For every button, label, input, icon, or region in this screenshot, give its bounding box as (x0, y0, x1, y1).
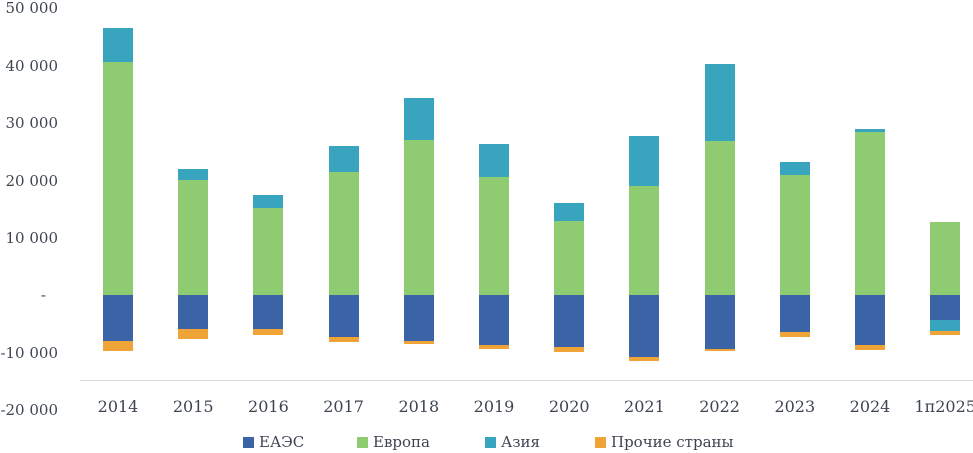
bar-segment-aziya-2020 (554, 202, 585, 221)
bar-segment-prochie-2018 (403, 341, 434, 344)
bar-segment-aziya-2018 (403, 98, 434, 140)
bar-segment-prochie-2014 (103, 341, 133, 351)
bar-segment-prochie-2015 (178, 328, 209, 339)
bar-segment-eaes-2022 (704, 295, 735, 349)
legend-label: Прочие страны (611, 433, 734, 451)
bar-segment-prochie-2021 (629, 357, 660, 362)
bar-segment-eaes-2015 (178, 295, 209, 329)
x-axis-label-2014: 2014 (97, 397, 139, 416)
bar-segment-prochie-2017 (328, 336, 359, 343)
bar-segment-evropa-2021 (629, 185, 660, 296)
bar-segment-evropa-2015 (178, 179, 209, 296)
bar-segment-aziya-2015 (178, 169, 209, 180)
x-axis-label-2017: 2017 (323, 397, 364, 416)
bar-segment-prochie-2016 (253, 329, 284, 336)
bar-segment-prochie-2023 (779, 332, 810, 338)
legend-swatch-icon (357, 436, 368, 448)
bar-segment-evropa-1п2025 (930, 222, 961, 296)
y-tick-label: 10 000 (5, 228, 59, 247)
bar-segment-evropa-2020 (554, 220, 585, 296)
y-axis: 50 000 40 000 30 000 20 000 10 000 - -10 000 -2… (0, 0, 62, 420)
legend-item-aziya: Азия (485, 433, 540, 451)
x-axis-label-2016: 2016 (248, 397, 289, 416)
bar-segment-evropa-2017 (328, 171, 359, 296)
x-axis-label-2023: 2023 (774, 397, 816, 416)
legend-swatch-icon (595, 436, 606, 448)
bar-segment-eaes-2014 (103, 295, 133, 342)
x-axis-label-2021: 2021 (624, 397, 665, 416)
bar-segment-evropa-2018 (403, 139, 434, 296)
bar-segment-eaes-2023 (779, 295, 810, 333)
legend-item-evropa: Европа (357, 433, 430, 451)
y-tick-label: 30 000 (5, 114, 59, 133)
bar-segment-evropa-2022 (704, 141, 735, 296)
y-tick-label: -10 000 (0, 343, 58, 362)
x-axis-line (80, 380, 973, 381)
bar-segment-aziya-2023 (779, 161, 810, 175)
bar-segment-aziya-2022 (704, 63, 735, 142)
bar-segment-evropa-2019 (479, 177, 509, 296)
bar-segment-eaes-2020 (554, 295, 585, 347)
legend-item-eaes: ЕАЭС (243, 433, 304, 451)
legend-swatch-icon (243, 436, 254, 448)
bar-segment-prochie-2024 (855, 344, 885, 350)
bar-segment-eaes-2021 (629, 295, 660, 358)
x-axis-label-2020: 2020 (548, 397, 590, 416)
bar-segment-aziya-2024 (855, 129, 885, 133)
legend: ЕАЭС Европа Азия Прочие страны (0, 433, 973, 453)
bar-segment-aziya-2016 (253, 194, 284, 209)
bar-segment-prochie-2020 (554, 346, 585, 353)
bar-segment-eaes-2024 (855, 295, 885, 345)
legend-label: Азия (501, 433, 541, 451)
x-axis-label-2022: 2022 (699, 397, 740, 416)
bar-segment-eaes-2016 (253, 295, 284, 330)
bar-segment-prochie-1п2025 (930, 331, 961, 335)
bar-segment-prochie-2022 (704, 348, 735, 351)
x-axis-label-1п2025: 1п2025 (914, 397, 973, 416)
bar-segment-eaes-2019 (479, 295, 509, 346)
bar-segment-evropa-2023 (779, 174, 810, 296)
y-tick-label: - (40, 286, 46, 305)
bar-segment-eaes-2018 (403, 295, 434, 342)
legend-label: ЕАЭС (259, 433, 305, 451)
bar-segment-eaes-2017 (328, 295, 359, 337)
bar-segment-evropa-2014 (103, 61, 133, 296)
y-tick-label: -20 000 (0, 401, 58, 420)
bar-segment-evropa-2024 (855, 132, 885, 296)
y-tick-label: 50 000 (5, 0, 59, 18)
x-axis-label-2019: 2019 (473, 397, 515, 416)
x-axis-label-2015: 2015 (172, 397, 214, 416)
y-tick-label: 40 000 (5, 56, 59, 75)
bar-segment-evropa-2016 (253, 208, 284, 296)
bar-segment-aziya-1п2025 (930, 319, 961, 332)
legend-item-prochie-strany: Прочие страны (595, 433, 733, 451)
bar-segment-aziya-2019 (479, 144, 509, 178)
bar-segment-prochie-2019 (479, 345, 509, 350)
y-tick-label: 20 000 (5, 171, 59, 190)
x-axis-label-2024: 2024 (849, 397, 891, 416)
legend-label: Европа (373, 433, 430, 451)
bar-segment-aziya-2021 (629, 135, 660, 186)
bar-segment-eaes-1п2025 (930, 295, 961, 320)
bar-segment-aziya-2017 (328, 146, 359, 172)
x-axis-label-2018: 2018 (398, 397, 440, 416)
bar-segment-aziya-2014 (103, 27, 133, 62)
legend-swatch-icon (485, 436, 496, 448)
